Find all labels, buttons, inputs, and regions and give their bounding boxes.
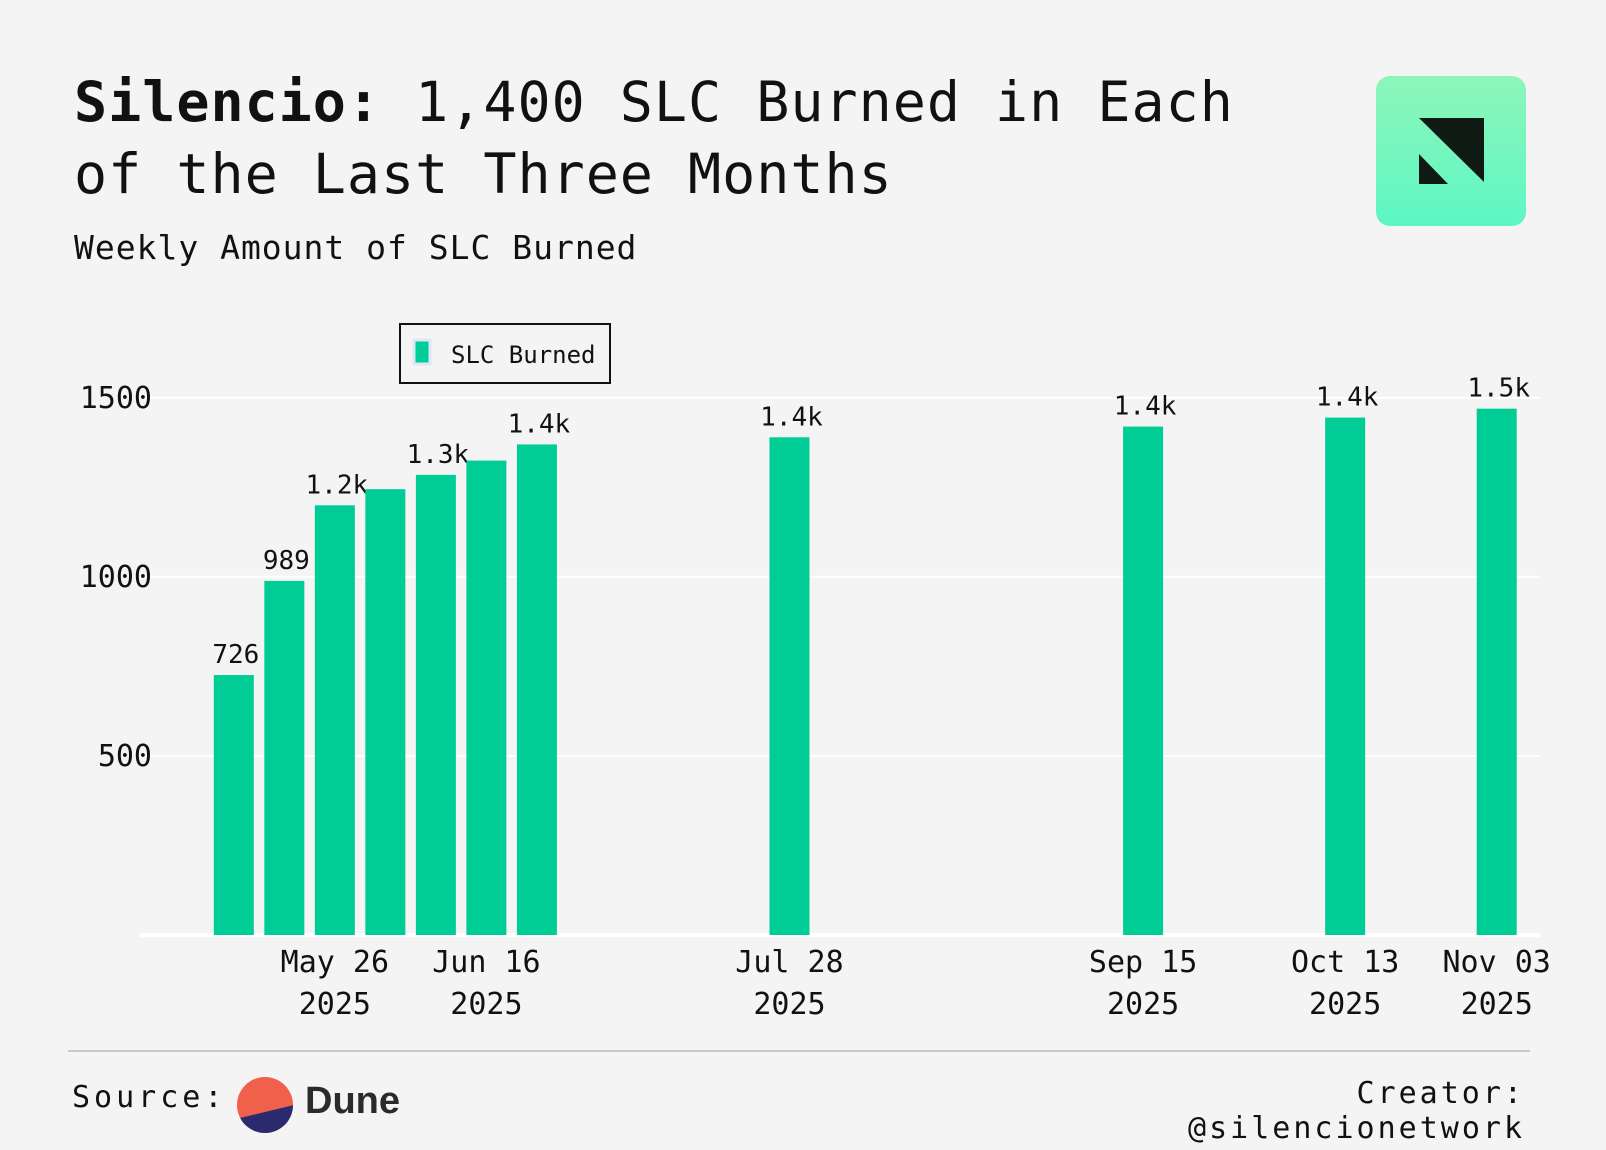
bar-chart: 500 1000 1500 726 989 1.2k 1.3k 1.4k 1.4k 1.4k 1.4…: [80, 323, 1551, 1022]
bar: [769, 437, 810, 935]
x-tick-label: 2025: [1107, 987, 1179, 1022]
data-label: 1.4k: [508, 409, 571, 439]
x-tick-label: 2025: [1309, 987, 1381, 1022]
x-tick-label: 2025: [299, 987, 371, 1022]
x-tick-label: 2025: [450, 987, 522, 1022]
legend-box: [399, 323, 611, 384]
title-brand: Silencio:: [74, 70, 382, 134]
title-text: 1,400 SLC Burned in Each of the Last Thr…: [74, 70, 1234, 206]
legend-label: SLC Burned: [451, 341, 596, 369]
legend: SLC Burned: [399, 323, 611, 384]
y-tick-label: 500: [98, 739, 152, 774]
y-tick-label: 1000: [80, 560, 152, 595]
creator-credit: Creator: @silencionetwork: [1188, 1076, 1525, 1146]
x-tick-label: 2025: [1461, 987, 1533, 1022]
chart-title: Silencio: 1,400 SLC Burned in Each of th…: [74, 66, 1314, 210]
source-label: Source:: [72, 1080, 227, 1115]
x-tick-label: Jul 28: [735, 945, 843, 980]
x-tick-label: Oct 13: [1291, 945, 1399, 980]
bar: [415, 474, 456, 935]
legend-swatch: [412, 338, 432, 366]
silencio-logo-icon: [1419, 118, 1484, 184]
data-label: 726: [212, 640, 259, 670]
data-label: 1.5k: [1467, 374, 1530, 404]
data-label: 1.2k: [306, 470, 369, 500]
chart-subtitle: Weekly Amount of SLC Burned: [74, 228, 638, 267]
bar: [1325, 417, 1366, 935]
x-tick-label: 2025: [753, 987, 825, 1022]
x-tick-label: Sep 15: [1089, 945, 1197, 980]
dune-logo-icon: [237, 1077, 293, 1133]
footer-divider: [68, 1050, 1530, 1052]
x-tick-label: Nov 03: [1443, 945, 1551, 980]
data-label: 1.4k: [1316, 383, 1379, 413]
data-label: 989: [263, 546, 310, 576]
bar: [213, 675, 254, 935]
x-tick-label: May 26: [281, 945, 389, 980]
silencio-logo: [1376, 76, 1526, 226]
data-label: 1.4k: [760, 402, 823, 432]
y-tick-label: 1500: [80, 381, 152, 416]
bar: [466, 460, 507, 935]
bar: [264, 580, 305, 935]
bar: [365, 489, 406, 935]
x-tick-label: Jun 16: [432, 945, 540, 980]
data-label: 1.4k: [1114, 392, 1177, 422]
data-label: 1.3k: [407, 440, 470, 470]
source-name: Dune: [305, 1080, 400, 1122]
bar: [314, 505, 355, 935]
bar: [1123, 426, 1164, 935]
bar: [1476, 408, 1517, 936]
bar: [516, 444, 557, 935]
